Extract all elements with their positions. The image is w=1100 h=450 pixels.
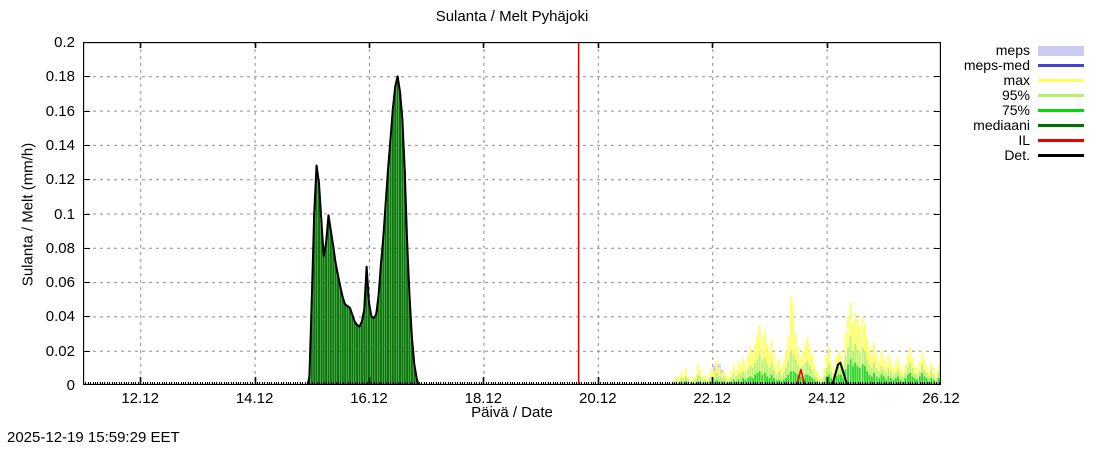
legend-swatch-det- [1038, 154, 1084, 157]
y-tick-label: 0.14 [45, 136, 75, 154]
x-tick-label: 18.12 [464, 390, 503, 407]
render-timestamp: 2025-12-19 15:59:29 EET [7, 429, 180, 446]
x-tick-label: 12.12 [121, 390, 159, 407]
legend-row: mediaani [964, 118, 1084, 133]
il-line [796, 368, 806, 385]
x-tick-label: 22.12 [693, 390, 731, 407]
legend-label: max [1003, 72, 1030, 88]
legend-row: meps [964, 43, 1084, 58]
legend-swatch-mediaani [1038, 124, 1084, 127]
legend-row: 75% [964, 103, 1084, 118]
legend-label: mediaani [973, 117, 1030, 133]
det-forecast-line [831, 361, 849, 385]
chart-svg [83, 42, 941, 385]
gridlines [86, 42, 941, 383]
y-tick-label: 0.12 [45, 171, 75, 189]
legend-label: IL [1018, 132, 1030, 148]
y-tick-label: 0.02 [45, 342, 75, 360]
legend-swatch-il [1038, 139, 1084, 142]
legend-label: Det. [1004, 147, 1030, 163]
y-tick-label: 0.1 [54, 205, 75, 223]
y-tick-label: 0.04 [45, 308, 75, 326]
mediaani-melt-bars [308, 76, 418, 385]
y-tick-label: 0.18 [45, 68, 75, 86]
legend-label: 95% [1001, 87, 1030, 103]
x-tick-label: 20.12 [579, 390, 617, 407]
x-tick-label: 14.12 [235, 390, 274, 407]
legend-swatch-75- [1038, 109, 1084, 112]
y-tick-label: 0 [66, 377, 75, 394]
x-tick-label: 24.12 [807, 390, 846, 407]
legend-label: meps-med [963, 57, 1030, 73]
x-axis-title: Päivä / Date [471, 404, 553, 421]
legend-swatch-95- [1038, 94, 1084, 97]
y-tick-label: 0.08 [45, 239, 75, 257]
det-outline-melt-event [306, 75, 420, 385]
x-tick-label: 26.12 [922, 390, 960, 407]
legend-label: 75% [1001, 102, 1030, 118]
y-tick-label: 0.06 [45, 274, 75, 292]
legend-row: IL [964, 133, 1084, 148]
legend: meps meps-med max 95% 75% mediaani IL Det. [964, 43, 1084, 163]
legend-row: Det. [964, 148, 1084, 163]
legend-swatch-meps-med [1038, 64, 1084, 67]
legend-swatch-max [1038, 79, 1084, 82]
legend-swatch-meps [1038, 45, 1084, 56]
chart-title: Sulanta / Melt Pyhäjoki [435, 8, 589, 25]
axis-ticks [83, 42, 941, 385]
plot-border [83, 42, 941, 385]
y-tick-label: 0.16 [45, 102, 75, 120]
x-tick-label: 16.12 [350, 390, 388, 407]
legend-label: meps [995, 42, 1030, 58]
legend-row: 95% [964, 88, 1084, 103]
legend-row: meps-med [964, 58, 1084, 73]
y-tick-label: 0.2 [54, 34, 75, 51]
plot-area [83, 42, 941, 385]
legend-row: max [964, 73, 1084, 88]
